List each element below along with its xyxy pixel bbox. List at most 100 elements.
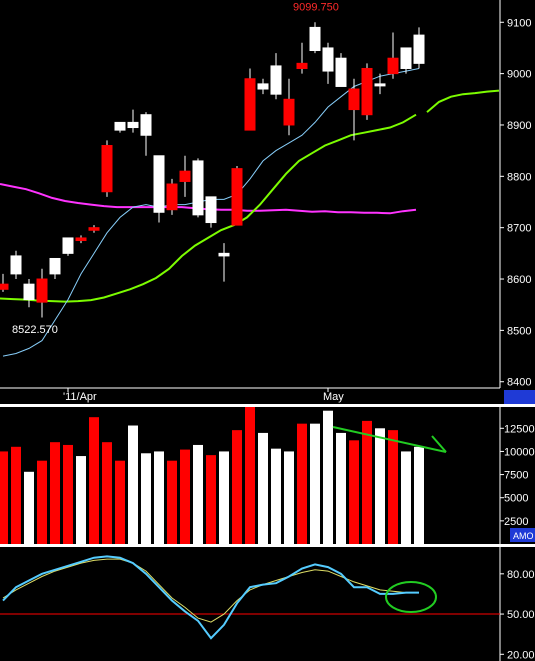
volume-bar-up xyxy=(141,453,151,544)
price-tick-label: 8500 xyxy=(507,325,531,337)
candle-up xyxy=(49,257,61,275)
candle-up xyxy=(257,83,269,90)
volume-tick-label: 12500 xyxy=(504,423,535,435)
volume-bar-down xyxy=(297,423,307,544)
volume-bar-down xyxy=(50,442,60,544)
panel-separator xyxy=(0,404,535,407)
volume-bar-down xyxy=(37,460,47,544)
price-tick-label: 8800 xyxy=(507,171,531,183)
volume-bar-down xyxy=(0,451,8,544)
volume-trend-arrow xyxy=(332,426,447,453)
candle-down xyxy=(348,88,360,111)
volume-bar-up xyxy=(375,428,385,544)
candle-up xyxy=(153,155,165,213)
volume-bar-down xyxy=(89,417,99,544)
candle-up xyxy=(10,255,22,275)
candlesticks xyxy=(0,22,425,318)
candle-up xyxy=(270,65,282,95)
amo-badge: AMO xyxy=(510,528,535,542)
oscillator-y-axis: 80.00 50.00 20.00 xyxy=(500,569,535,661)
candle-up xyxy=(218,252,230,257)
oscillator-lines xyxy=(2,555,419,640)
x-tick-label: '11/Apr xyxy=(63,391,97,403)
scroll-marker[interactable] xyxy=(504,390,535,404)
oscillator-tick-label: 20.00 xyxy=(507,649,535,661)
candle-up xyxy=(322,47,334,72)
candle-up xyxy=(23,283,35,301)
volume-bar-down xyxy=(180,449,190,544)
price-tick-label: 9000 xyxy=(507,69,531,81)
candle-down xyxy=(387,57,399,75)
price-x-axis: '11/Apr May xyxy=(63,388,344,403)
candle-up xyxy=(400,47,412,69)
oscillator-main-line xyxy=(2,555,419,640)
price-tick-label: 8400 xyxy=(507,377,531,389)
ma-mid-line xyxy=(0,89,500,303)
price-panel: 9100 9000 8900 8800 8700 8600 8500 8400 '11/Apr… xyxy=(0,0,531,403)
volume-bar-down xyxy=(102,442,112,544)
candle-down xyxy=(231,168,243,226)
candle-down xyxy=(166,183,178,211)
volume-bar-up xyxy=(219,451,229,544)
volume-tick-label: 2500 xyxy=(504,516,528,528)
volume-tick-label: 5000 xyxy=(504,493,528,505)
volume-bar-up xyxy=(24,471,34,544)
price-tick-label: 8600 xyxy=(507,274,531,286)
volume-bar-down xyxy=(232,430,242,544)
volume-bar-up xyxy=(271,448,281,544)
candle-up xyxy=(192,160,204,216)
volume-bar-up xyxy=(154,451,164,544)
volume-bar-up xyxy=(414,446,424,544)
volume-bar-up xyxy=(284,451,294,544)
price-tick-label: 8900 xyxy=(507,120,531,132)
candle-up xyxy=(335,57,347,87)
candle-down xyxy=(179,170,191,182)
candle-up xyxy=(62,237,74,254)
oscillator-panel: 80.00 50.00 20.00 xyxy=(0,547,535,661)
candle-up xyxy=(127,121,139,129)
volume-panel: 12500 10000 7500 5000 2500 AMO xyxy=(0,407,535,544)
volume-bar-up xyxy=(258,432,268,544)
volume-tick-label: 10000 xyxy=(504,446,535,458)
volume-bar-down xyxy=(11,446,21,544)
price-tick-label: 9100 xyxy=(507,17,531,29)
candle-down xyxy=(244,78,256,131)
volume-bars xyxy=(0,407,424,544)
volume-bar-down xyxy=(388,430,398,544)
high-annotation: 9099.750 xyxy=(293,1,339,13)
oscillator-tick-label: 80.00 xyxy=(507,569,535,581)
candle-down xyxy=(296,62,308,69)
price-annotations: 9099.750 8522.570 xyxy=(12,1,339,335)
price-tick-label: 8700 xyxy=(507,223,531,235)
candle-down xyxy=(75,237,87,242)
volume-bar-up xyxy=(128,425,138,544)
candle-down xyxy=(283,98,295,126)
volume-bar-down xyxy=(349,440,359,544)
volume-bar-down xyxy=(245,407,255,544)
candle-up xyxy=(413,34,425,64)
volume-tick-label: 7500 xyxy=(504,470,528,482)
ma-mid-path xyxy=(0,113,417,303)
ma-mid-extension xyxy=(426,89,500,113)
volume-bar-up xyxy=(76,456,86,544)
volume-bar-down xyxy=(63,444,73,544)
volume-y-axis: 12500 10000 7500 5000 2500 xyxy=(500,423,535,528)
volume-bar-down xyxy=(206,455,216,544)
volume-bar-up xyxy=(193,444,203,544)
candle-down xyxy=(361,67,373,116)
candle-down xyxy=(101,145,113,193)
oscillator-highlight-circle xyxy=(385,581,437,613)
volume-bar-up xyxy=(401,451,411,544)
volume-bar-up xyxy=(323,410,333,544)
low-annotation: 8522.570 xyxy=(12,324,58,336)
volume-bar-down xyxy=(115,460,125,544)
candle-down xyxy=(88,227,100,231)
candle-up xyxy=(114,121,126,131)
oscillator-tick-label: 50.00 xyxy=(507,609,535,621)
volume-bar-up xyxy=(336,432,346,544)
candle-up xyxy=(205,196,217,224)
candle-up xyxy=(140,114,152,136)
amo-badge-label: AMO xyxy=(513,531,534,541)
